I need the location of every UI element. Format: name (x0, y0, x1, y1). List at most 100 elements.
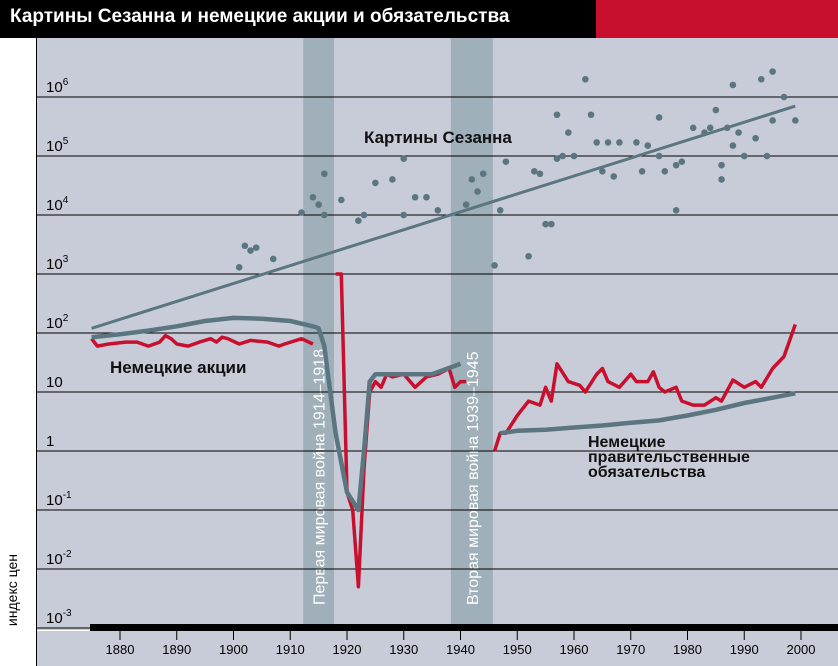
cezanne-point (763, 152, 771, 160)
cezanne-point (582, 75, 589, 83)
cezanne-point (570, 152, 578, 160)
y-tick-label: 102 (46, 313, 69, 332)
header-accent (596, 0, 838, 38)
cezanne-point (780, 93, 788, 101)
cezanne-point (321, 170, 328, 178)
cezanne-trend-line (91, 104, 796, 330)
cezanne-point (672, 161, 680, 169)
y-tick-label: 10-2 (46, 549, 72, 568)
cezanne-point (241, 242, 249, 250)
x-tick-label: 1880 (106, 642, 135, 657)
cezanne-point (638, 168, 646, 175)
annotation-cezanne: Картины Сезанна (364, 128, 512, 147)
annotation-bonds: Немецкие правительственные обязательства (588, 434, 750, 481)
cezanne-point (411, 193, 419, 201)
cezanne-point (309, 193, 317, 201)
x-tick-label: 1930 (389, 642, 418, 657)
x-tick-label: 1960 (560, 642, 589, 657)
header-bar: Картины Сезанна и немецкие акции и обяза… (0, 0, 838, 38)
y-tick-label: 104 (46, 195, 69, 214)
cezanne-point (530, 168, 538, 175)
x-tick-label: 1970 (616, 642, 645, 657)
y-tick-label: 10-3 (46, 608, 72, 627)
stocks-line-3 (492, 323, 797, 452)
cezanne-point (525, 252, 532, 260)
cezanne-point (548, 220, 555, 228)
cezanne-point (360, 211, 368, 219)
cezanne-point (644, 142, 652, 149)
cezanne-point (491, 262, 498, 269)
stocks-line-1 (90, 333, 314, 348)
x-tick-label: 1920 (333, 642, 362, 657)
x-axis-bar (90, 624, 838, 631)
x-tick-label: 2000 (787, 642, 816, 657)
cezanne-point (718, 161, 725, 169)
cezanne-point (235, 263, 243, 271)
cezanne-point (672, 207, 680, 214)
cezanne-point (468, 176, 476, 183)
war-band-label-2: Вторая мировая война 1939–1945 (465, 351, 482, 605)
cezanne-point (338, 196, 345, 204)
y-tick-label: 106 (46, 77, 69, 96)
cezanne-point (553, 155, 561, 162)
cezanne-point (536, 170, 544, 178)
cezanne-point (678, 158, 686, 166)
cezanne-point (400, 211, 408, 219)
cezanne-point (769, 117, 776, 124)
cezanne-point (729, 142, 737, 149)
cezanne-point (689, 124, 697, 132)
cezanne-point (752, 134, 759, 142)
cezanne-point (655, 152, 663, 160)
cezanne-point (604, 139, 612, 146)
cezanne-point (247, 247, 254, 254)
cezanne-point (315, 201, 322, 208)
x-tick-label: 1950 (503, 642, 532, 657)
cezanne-point (502, 158, 510, 166)
x-axis-strip (37, 631, 838, 666)
war-band-label-1: Первая мировая война 1914–1918 (312, 349, 329, 605)
cezanne-point (479, 170, 487, 178)
cezanne-point (610, 173, 618, 180)
y-tick-label: 10-1 (46, 490, 72, 509)
cezanne-point (553, 111, 561, 119)
cezanne-point (355, 217, 362, 225)
cezanne-point (792, 117, 799, 124)
cezanne-point (434, 207, 442, 214)
y-tick-label: 1 (46, 433, 54, 450)
cezanne-point (735, 129, 742, 136)
cezanne-point (661, 168, 669, 175)
cezanne-point (593, 139, 600, 146)
war-band-2 (450, 38, 493, 630)
cezanne-point (729, 81, 737, 89)
cezanne-point (400, 155, 408, 162)
plot-background (37, 38, 838, 630)
y-tick-label: 105 (46, 136, 69, 155)
cezanne-point (269, 255, 277, 263)
cezanne-point (655, 114, 663, 121)
bonds-line-1 (91, 315, 462, 513)
cezanne-point (565, 129, 572, 136)
bonds-line-2 (499, 391, 796, 436)
x-tick-label: 1900 (219, 642, 248, 657)
x-tick-label: 1940 (446, 642, 475, 657)
cezanne-point (542, 220, 549, 228)
cezanne-point (462, 201, 470, 208)
x-tick-label: 1990 (730, 642, 759, 657)
y-tick-label: 103 (46, 254, 69, 273)
cezanne-point (599, 168, 606, 175)
cezanne-point (718, 176, 725, 183)
cezanne-point (321, 211, 328, 219)
cezanne-point (712, 106, 720, 114)
cezanne-point (252, 244, 260, 251)
x-tick-label: 1980 (673, 642, 702, 657)
cezanne-point (616, 139, 623, 146)
chart-title: Картины Сезанна и немецкие акции и обяза… (10, 6, 510, 27)
cezanne-point (372, 179, 379, 187)
cezanne-point (474, 188, 481, 195)
cezanne-point (423, 193, 430, 201)
cezanne-point (706, 124, 714, 132)
y-axis-panel: индекс цен (0, 38, 37, 666)
cezanne-point (559, 152, 566, 160)
